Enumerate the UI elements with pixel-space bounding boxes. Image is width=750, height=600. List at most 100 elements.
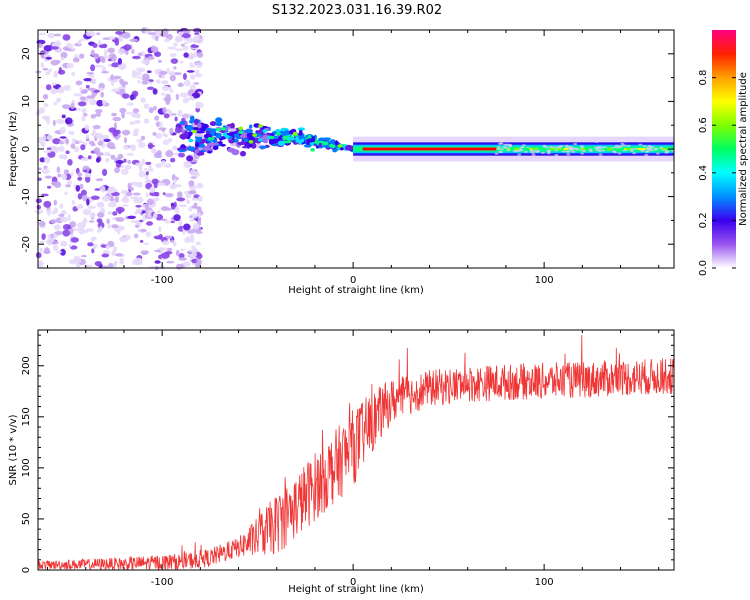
spectrogram-point (178, 204, 187, 208)
spectrogram-point (52, 240, 59, 245)
spectrogram-point (147, 86, 155, 91)
spectrogram-point (230, 122, 235, 130)
spectrogram-point (46, 134, 53, 141)
spectrogram-point (85, 84, 90, 89)
spectrogram-point (38, 32, 46, 36)
spectrogram-point (121, 31, 131, 39)
spectrogram-point (131, 71, 137, 79)
spectrogram-point (81, 108, 87, 114)
spectrogram-point (53, 101, 58, 106)
spectrogram-point (88, 74, 95, 78)
spectrogram-point (125, 112, 133, 115)
spectrogram-point (182, 113, 190, 119)
spectrogram-point (189, 219, 195, 222)
spectrogram-point (62, 224, 71, 231)
spectrogram-point (61, 216, 68, 223)
spectrogram-point (42, 115, 47, 120)
spectrogram-point (112, 246, 118, 252)
spectrogram-point (139, 239, 144, 243)
spectrogram-point (51, 181, 56, 186)
spectrogram-point (339, 147, 344, 151)
spectrogram-point (616, 146, 621, 149)
spectrogram-point (228, 139, 235, 144)
spectrogram-point (212, 145, 219, 151)
spectrogram-point (127, 215, 136, 219)
spectrogram-y-axis-title: Frequency (Hz) (8, 111, 19, 187)
spectrogram-point (126, 192, 133, 197)
spectrogram-point (111, 55, 117, 62)
spectrogram-point (111, 112, 117, 117)
spectrogram-point (94, 188, 101, 191)
spectrogram-point (205, 127, 213, 131)
x-tick-label: -100 (151, 275, 174, 286)
spectrogram-point (119, 257, 124, 265)
spectrogram-point (50, 59, 60, 66)
spectrogram-point (110, 154, 116, 160)
spectrogram-point (322, 141, 329, 146)
spectrogram-point (39, 240, 45, 244)
spectrogram-point (125, 49, 129, 56)
spectrogram-point (566, 153, 571, 156)
spectrogram-point (152, 132, 157, 136)
spectrogram-point (129, 94, 135, 101)
spectrogram-point (191, 129, 197, 134)
spectrogram-point (81, 114, 86, 122)
spectrogram-point (107, 202, 117, 208)
spectrogram-point (183, 223, 191, 231)
spectrogram-point (43, 150, 52, 153)
spectrogram-point (258, 124, 263, 128)
spectrogram-point (147, 70, 152, 73)
spectrogram-point (275, 129, 281, 133)
spectrogram-point (144, 167, 148, 171)
spectrogram-point (50, 219, 57, 224)
spectrogram-point (189, 169, 196, 176)
spectrogram-point (173, 66, 177, 70)
spectrogram-point (181, 43, 185, 47)
spectrogram-point (215, 117, 223, 123)
spectrogram-point (67, 159, 73, 166)
spectrogram-point (190, 232, 194, 240)
spectrogram-point (153, 235, 163, 240)
spectrogram-point (498, 151, 503, 154)
spectrogram-point (166, 261, 175, 264)
spectrogram-point (164, 251, 173, 255)
spectrogram-point (192, 52, 198, 58)
spectrogram-point (303, 144, 312, 148)
spectrogram-point (45, 71, 51, 76)
spectrogram-point (188, 206, 193, 212)
spectrogram-point (197, 212, 201, 219)
spectrogram-point (50, 237, 56, 242)
spectrogram-point (174, 36, 184, 43)
spectrogram-point (237, 141, 246, 146)
spectrogram-point (589, 150, 593, 153)
spectrogram-point (131, 49, 135, 54)
spectrogram-point (182, 261, 191, 267)
spectrogram-point (238, 126, 244, 131)
spectrogram-point (62, 139, 66, 143)
spectrogram-point (499, 142, 504, 145)
spectrogram-point (215, 121, 223, 127)
spectrogram-point (195, 241, 201, 246)
spectrogram-point (46, 118, 50, 125)
spectrogram-point (135, 208, 143, 214)
spectrogram-point (144, 174, 149, 181)
spectrogram-point (184, 237, 192, 244)
x-tick-label: 0 (350, 275, 356, 286)
spectrogram-point (90, 114, 97, 119)
spectrogram-point (43, 45, 53, 52)
spectrogram-point (65, 184, 71, 188)
spectrogram-point (67, 214, 71, 221)
spectrogram-point (620, 142, 625, 145)
spectrogram-point (165, 220, 170, 224)
spectrogram-point (240, 150, 246, 157)
spectrogram-point (77, 140, 84, 144)
spectrogram-point (162, 192, 166, 196)
spectrogram-point (183, 162, 192, 168)
spectrogram-point (194, 149, 199, 154)
spectrogram-point (258, 145, 268, 149)
spectrogram-point (188, 190, 197, 195)
spectrogram-point (63, 84, 71, 91)
spectrogram-point (178, 257, 187, 261)
spectrogram-point (195, 61, 204, 66)
